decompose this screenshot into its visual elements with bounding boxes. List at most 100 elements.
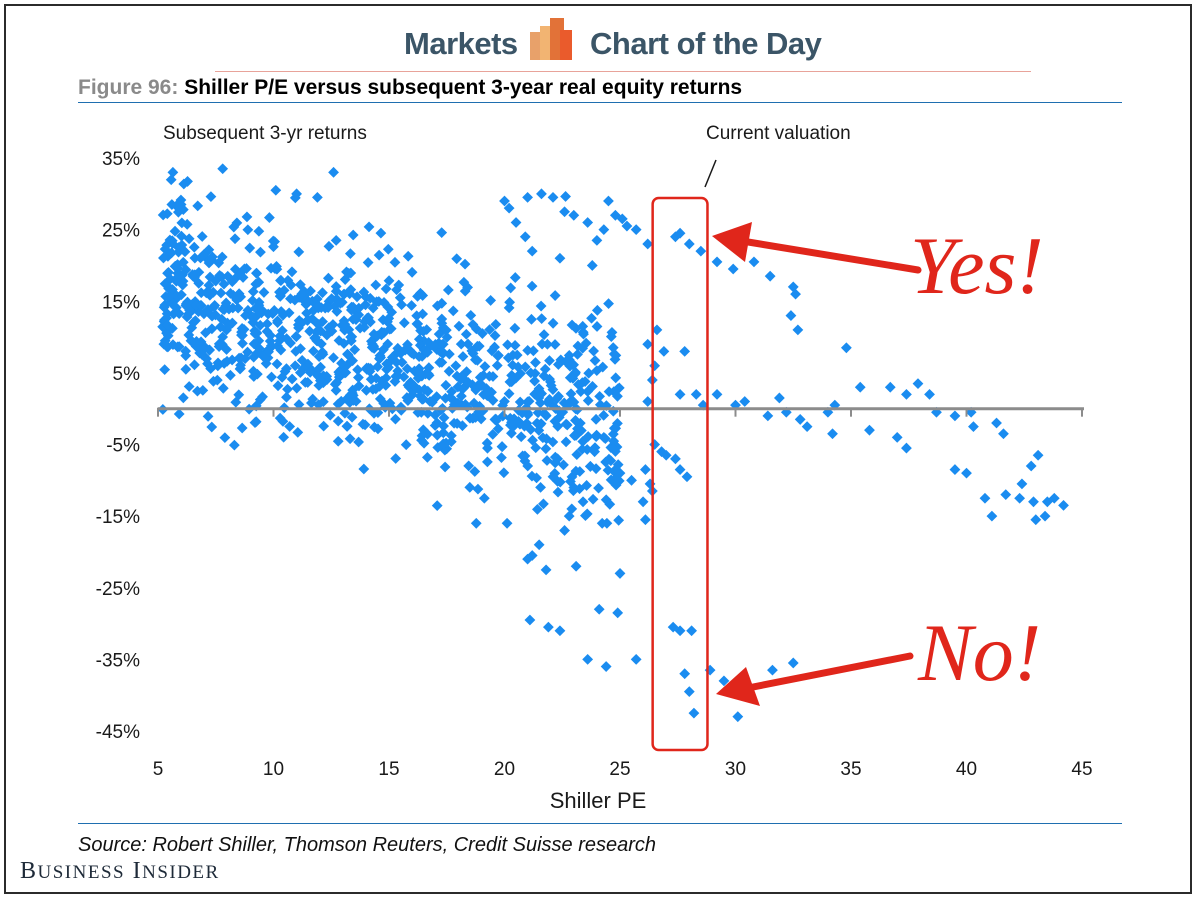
data-point [292,427,304,438]
data-point [315,338,327,350]
data-point [406,266,418,278]
data-point [739,396,751,407]
data-point [322,302,334,313]
bar-chart-logo-icon [530,18,572,60]
data-point [196,231,208,242]
data-point [268,241,279,253]
data-point [578,328,589,340]
data-point [640,514,651,526]
x-tick-label: 40 [956,759,977,780]
data-point [979,492,991,504]
data-point [282,383,293,395]
data-point [487,395,499,406]
data-point [353,380,365,392]
data-point [164,234,176,246]
data-point [513,416,524,427]
data-point [949,410,961,422]
data-point [568,209,580,221]
data-point [340,367,352,378]
data-point [542,621,554,633]
data-point [640,464,651,475]
data-point [390,413,401,425]
data-point [612,607,624,619]
data-point [515,431,527,443]
data-point [536,338,548,350]
data-point [235,363,246,374]
data-point [261,318,273,330]
data-point [277,309,289,321]
data-point [560,418,572,430]
data-point [276,371,288,383]
data-point [533,539,545,551]
data-point [313,363,324,375]
data-point [489,330,501,341]
data-point [230,272,241,284]
data-point [773,392,785,404]
data-point [453,320,465,332]
data-point [368,407,380,419]
y-tick-label: -25% [96,579,140,600]
data-point [577,496,589,508]
data-point [237,272,249,283]
data-point [213,257,225,269]
data-point [228,221,240,233]
data-point [166,199,178,210]
data-point [309,332,321,344]
title-divider [78,102,1122,103]
data-point [336,357,347,369]
data-point [924,388,935,400]
data-point [438,412,450,424]
data-point [499,395,510,407]
data-point [392,365,404,377]
data-point [510,372,522,384]
data-point [202,304,214,315]
masthead-divider [215,71,1031,72]
data-point [601,517,613,529]
data-point [968,421,979,432]
data-point [275,275,287,286]
data-point [167,238,179,249]
data-point [452,397,464,409]
data-point [422,346,433,358]
x-axis-label: Shiller PE [550,788,647,813]
data-point [367,302,379,314]
data-point [413,351,425,362]
x-tick-label: 35 [840,759,861,780]
brand-nsider: NSIDER [142,862,220,883]
data-point [236,329,247,341]
data-point [253,335,265,347]
data-point [359,419,371,431]
figure-number: Figure 96: [78,76,179,99]
data-point [257,305,269,317]
data-point [347,355,358,367]
data-point [570,415,581,426]
data-point [688,707,700,719]
data-point [482,442,493,454]
data-point [499,195,510,207]
data-point [217,163,229,175]
data-point [281,391,292,403]
data-point [187,317,199,328]
data-point [352,364,364,376]
data-point [364,292,376,304]
data-point [613,514,625,526]
data-point [311,191,323,203]
y-tick-label: 15% [102,292,140,313]
data-point [226,317,238,329]
data-point [308,345,319,357]
data-point [681,471,693,483]
data-point [603,386,615,398]
y-tick-label: -15% [96,507,140,528]
data-point [569,368,581,380]
data-point [535,300,547,312]
data-point [526,245,538,257]
data-point [651,324,663,336]
data-point [220,297,232,309]
data-point [583,367,595,379]
data-point [642,338,654,350]
data-point [436,227,448,239]
data-point [660,449,672,461]
x-tick-label: 45 [1071,759,1092,780]
data-point [587,493,599,505]
